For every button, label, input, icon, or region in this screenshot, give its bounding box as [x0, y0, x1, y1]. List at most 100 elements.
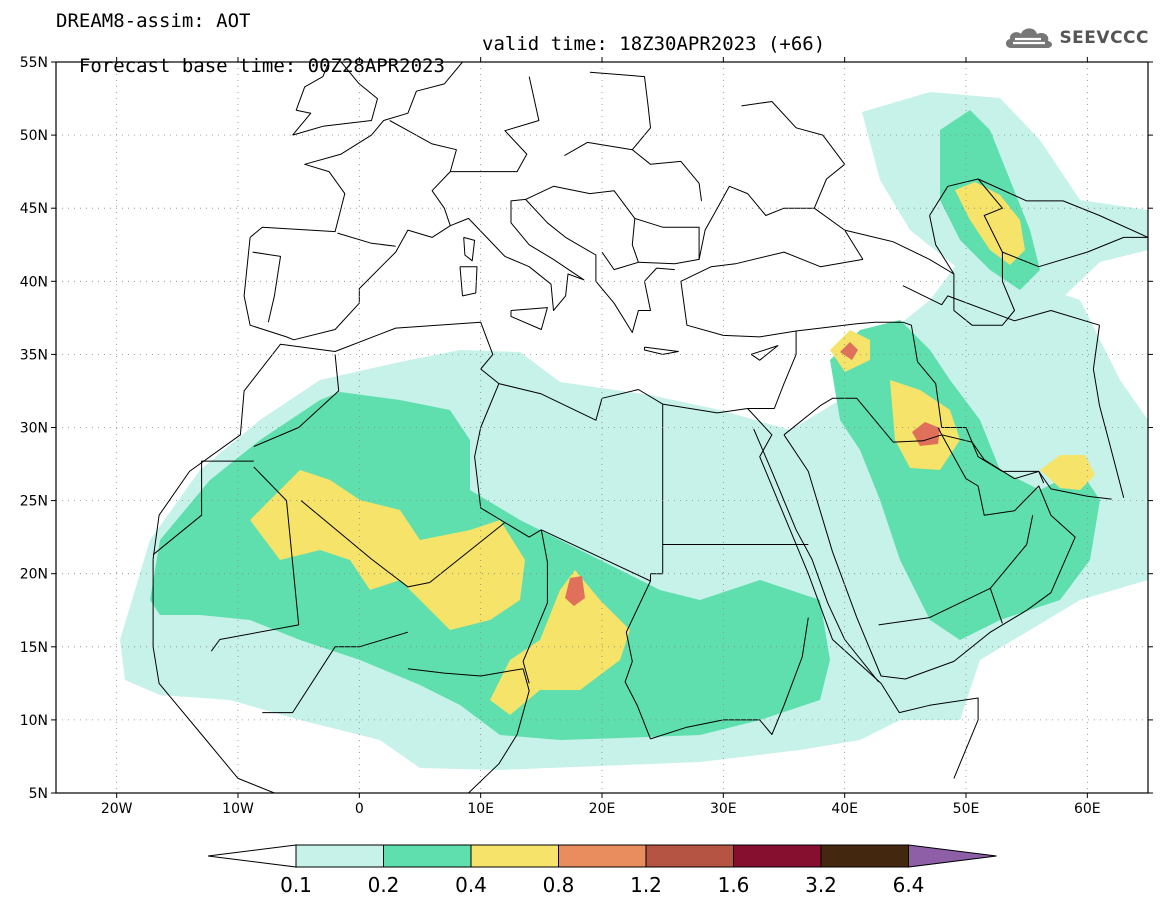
colorbar-label: 3.2: [805, 873, 837, 897]
border-bulgaria: [634, 217, 700, 265]
colorbar-label: 1.2: [630, 873, 662, 897]
lon-label: 10W: [222, 801, 254, 817]
border-nigeria-niger: [407, 668, 524, 677]
colorbar-swatch: [733, 844, 822, 868]
iran-light: [990, 320, 1100, 440]
latitude-labels: 5N 10N 15N 20N 25N 30N 35N 40N 45N 50N 55N: [20, 55, 48, 802]
lat-label: 25N: [20, 494, 48, 510]
africa-coast: [152, 321, 979, 779]
lat-label: 50N: [20, 128, 48, 144]
border-iberia: [337, 232, 396, 247]
border-chad-sudan: [624, 580, 651, 740]
lat-label: 10N: [20, 713, 48, 729]
border-spain-portugal: [252, 251, 281, 323]
colorbar-label: 0.8: [543, 873, 575, 897]
lon-label: 0: [355, 801, 364, 817]
lon-label: 20E: [589, 801, 616, 817]
lat-label: 40N: [20, 274, 48, 290]
lat-label: 15N: [20, 640, 48, 656]
colorbar-label: 0.4: [455, 873, 487, 897]
colorbar-swatch: [295, 844, 384, 868]
red-sea-w: [753, 428, 879, 683]
britain: [292, 62, 378, 136]
border-mauritania-mali: [210, 466, 300, 652]
border-carpathian: [564, 141, 702, 201]
map-title: DREAM8-assim: AOT: [56, 10, 251, 32]
border-france-east: [389, 120, 457, 226]
border-kazakh: [977, 178, 1148, 238]
black-sea-n: [698, 185, 864, 260]
longitude-labels: 20W 10W 0 10E 20E 30E 40E 50E 60E: [101, 801, 1101, 817]
lon-label: 50E: [953, 801, 980, 817]
crete: [644, 346, 679, 355]
border-libya-tunisia-algeria: [474, 383, 506, 523]
border-iran-afghan: [1092, 325, 1125, 498]
lon-label: 10E: [467, 801, 494, 817]
italy-coast: [450, 198, 675, 333]
colorbar-under-triangle: [207, 844, 297, 868]
graticule: [56, 62, 1148, 793]
colorbar-label: 0.1: [280, 873, 312, 897]
lat-label: 30N: [20, 421, 48, 437]
border-turkey-syria: [796, 321, 903, 332]
iran-coast: [941, 427, 1112, 500]
lat-label: 5N: [29, 786, 48, 802]
border-germany-east: [450, 76, 540, 173]
sardinia: [459, 266, 478, 297]
colorbar-label: 1.6: [718, 873, 750, 897]
valid-time: valid time: 18Z30APR2023 (+66): [482, 33, 826, 55]
cloud-icon: [1006, 28, 1053, 48]
border-mali-niger-burkina: [262, 631, 409, 714]
arabia-coast: [783, 427, 1076, 680]
gulf-yellow: [1040, 455, 1095, 490]
iraq-red: [912, 422, 940, 446]
border-sudan-south: [650, 617, 809, 740]
border-central-asia: [1002, 236, 1148, 268]
colorbar-over-triangle: [908, 844, 997, 868]
border-poland-east: [589, 71, 651, 151]
lon-label: 30E: [710, 801, 737, 817]
border-caucasus: [844, 229, 955, 275]
chad-yellow: [490, 570, 630, 715]
levant-coast: [680, 251, 863, 409]
persian-gulf-e: [941, 434, 1045, 484]
colorbar-swatch: [645, 844, 734, 868]
lat-label: 55N: [20, 55, 48, 71]
border-algeria-mali-niger: [300, 500, 542, 588]
forecast-times: Forecast base time: 00Z28APR2023 valid ti…: [56, 33, 825, 77]
lat-label: 45N: [20, 201, 48, 217]
sicily: [510, 307, 548, 330]
border-saudi-north: [783, 397, 942, 443]
border-iran-north: [902, 285, 1100, 326]
colorbar-swatch: [558, 844, 647, 868]
lon-label: 60E: [1074, 801, 1101, 817]
caspian: [929, 178, 1015, 326]
corsica: [463, 236, 476, 262]
border-niger-chad: [522, 529, 548, 684]
aot-field: [120, 92, 1148, 770]
west-africa-coast: [152, 559, 336, 793]
seevccc-logo: SEEVCCC: [1003, 24, 1149, 52]
lat-label: 20N: [20, 567, 48, 583]
axis-ticks: [51, 57, 1153, 798]
logo-text: SEEVCCC: [1059, 28, 1149, 48]
atlantic-europe: [249, 62, 463, 238]
lon-label: 20W: [101, 801, 133, 817]
lat-label: 35N: [20, 347, 48, 363]
colorbar-swatch: [470, 844, 559, 868]
caspian-yellow: [955, 182, 1025, 265]
chad-red: [565, 576, 585, 606]
border-morocco-algeria: [253, 354, 340, 447]
border-w-sahara: [152, 460, 254, 556]
cyprus: [750, 345, 779, 361]
lon-label: 40E: [831, 801, 858, 817]
border-ukraine-russia: [741, 101, 846, 209]
nw-iraq-red: [840, 342, 858, 360]
border-balkans: [525, 185, 639, 271]
colorbar-label: 0.2: [368, 873, 400, 897]
colorbar-swatch: [383, 844, 472, 868]
border-yemen-oman: [989, 588, 1003, 624]
mali-yellow: [250, 470, 525, 630]
colorbar-swatch: [820, 844, 909, 868]
